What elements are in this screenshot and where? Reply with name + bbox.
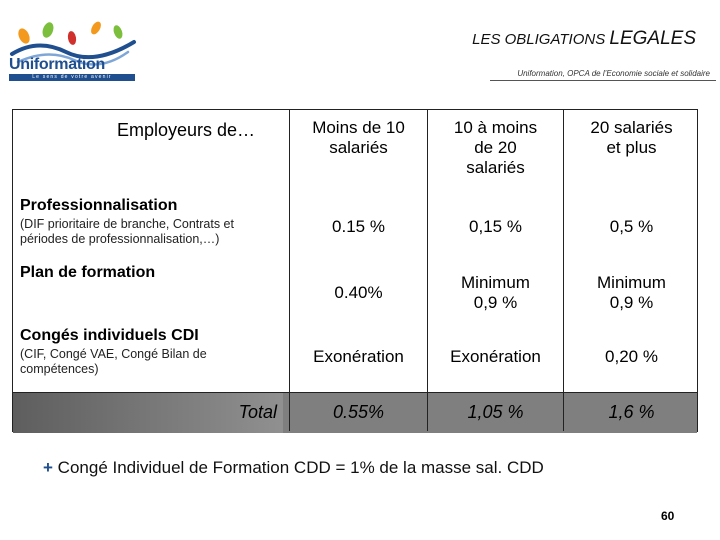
total-row-divider [13,392,697,393]
total-row-background [13,392,697,433]
table-cell: 0,5 % [609,217,654,236]
page-number: 60 [661,509,675,523]
header-divider [490,80,716,81]
total-value: 0.55% [332,402,385,422]
table-cell: Minimum 0,9 % [597,273,666,312]
column-divider [289,110,290,431]
table-cell: Exonération [313,347,404,366]
page-title-small: LES OBLIGATIONS [472,31,606,48]
row-label-professionnalisation: Professionnalisation [20,197,178,214]
logo-swoosh-icon [10,21,136,66]
page-title-big: LEGALES [609,28,696,49]
total-value: 1,05 % [467,402,524,422]
cdd-note-text: Congé Individuel de Formation CDD = 1% d… [57,458,544,477]
column-divider [427,110,428,431]
logo-tagline: Le sens de votre avenir [9,74,135,81]
column-header-large: 20 salariés et plus [590,118,673,157]
table-cell: 0,15 % [469,217,522,236]
table-cell: 0,20 % [605,347,658,366]
plus-icon: + [43,458,53,477]
total-value: 1,6 % [608,402,655,422]
total-label: Total [238,402,277,422]
logo-name: Uniformation [9,56,105,73]
table-cell: 0.15 % [332,217,385,236]
table-cell: Minimum 0,9 % [461,273,530,312]
column-divider [563,110,564,431]
column-header-medium: 10 à moins de 20 salariés [453,118,538,177]
page-subtitle: Uniformation, OPCA de l’Economie sociale… [517,69,710,78]
page-title: LES OBLIGATIONS LEGALES [472,28,696,50]
table-corner-header: Employeurs de… [117,120,256,140]
row-sub-professionnalisation: (DIF prioritaire de branche, Contrats et… [20,217,234,246]
column-header-small: Moins de 10 salariés [312,118,405,157]
row-label-plan-de-formation: Plan de formation [20,264,156,281]
cdd-note: + Congé Individuel de Formation CDD = 1%… [43,458,544,478]
row-label-conges-individuels: Congés individuels CDI [20,327,199,344]
table-cell: 0.40% [334,283,383,302]
table-cell: Exonération [450,347,541,366]
obligations-table: Employeurs de… Moins de 10 salariés 10 à … [12,109,698,433]
row-sub-conges-individuels: (CIF, Congé VAE, Congé Bilan de compéten… [20,347,207,376]
